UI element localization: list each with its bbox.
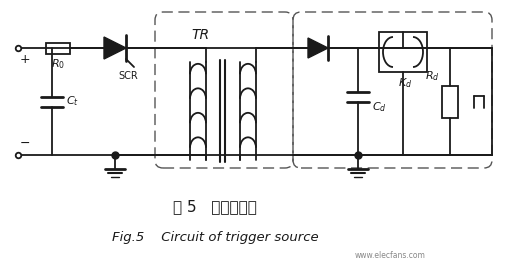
Text: $R_d$: $R_d$ [425, 70, 440, 84]
Text: $K_d$: $K_d$ [398, 76, 412, 90]
Text: $C_t$: $C_t$ [66, 95, 79, 108]
Bar [379, 32, 427, 72]
Text: +: + [20, 53, 30, 66]
Text: −: − [20, 137, 30, 150]
Text: Fig.5    Circuit of trigger source: Fig.5 Circuit of trigger source [112, 232, 319, 245]
Text: $R_0$: $R_0$ [51, 58, 65, 71]
Text: TR: TR [191, 28, 209, 42]
Polygon shape [308, 38, 328, 58]
Bar [442, 85, 458, 117]
Text: $C_d$: $C_d$ [372, 100, 387, 114]
Text: 图 5   触发源电路: 图 5 触发源电路 [173, 200, 257, 215]
Text: www.elecfans.com: www.elecfans.com [355, 251, 425, 260]
Bar [46, 43, 70, 54]
Polygon shape [104, 37, 126, 59]
Text: SCR: SCR [118, 71, 138, 81]
